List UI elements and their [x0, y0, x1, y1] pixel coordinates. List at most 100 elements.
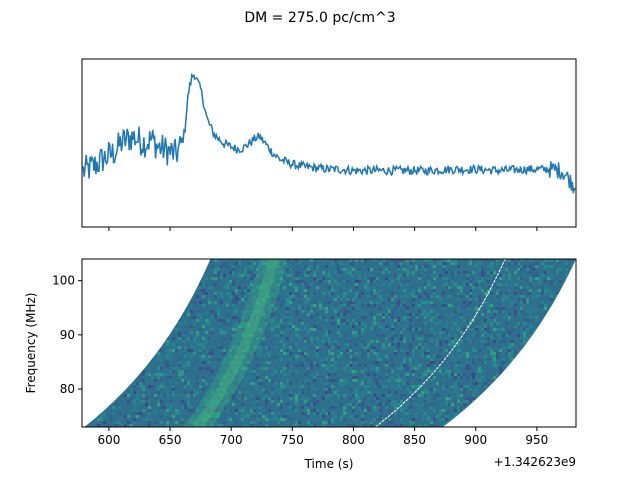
heatmap-cell — [532, 322, 535, 325]
heatmap-cell — [466, 400, 469, 403]
heatmap-cell — [175, 286, 178, 289]
heatmap-cell — [199, 286, 202, 289]
heatmap-cell — [229, 283, 232, 286]
heatmap-cell — [169, 373, 172, 376]
heatmap-cell — [343, 322, 346, 325]
heatmap-cell — [259, 418, 262, 421]
heatmap-cell — [148, 322, 151, 325]
heatmap-cell — [112, 334, 115, 337]
heatmap-cell — [511, 262, 514, 265]
heatmap-cell — [379, 403, 382, 406]
heatmap-cell — [556, 352, 559, 355]
heatmap-cell — [436, 304, 439, 307]
heatmap-cell — [130, 373, 133, 376]
heatmap-cell — [430, 343, 433, 346]
heatmap-cell — [226, 292, 229, 295]
heatmap-cell — [529, 349, 532, 352]
heatmap-cell — [325, 295, 328, 298]
heatmap-cell — [220, 292, 223, 295]
heatmap-cell — [220, 394, 223, 397]
heatmap-cell — [571, 298, 574, 301]
heatmap-cell — [346, 379, 349, 382]
heatmap-cell — [175, 349, 178, 352]
heatmap-cell — [145, 280, 148, 283]
heatmap-cell — [130, 328, 133, 331]
heatmap-cell — [250, 370, 253, 373]
heatmap-cell — [175, 307, 178, 310]
heatmap-cell — [97, 283, 100, 286]
heatmap-cell — [217, 409, 220, 412]
heatmap-cell — [412, 295, 415, 298]
heatmap-cell — [100, 271, 103, 274]
heatmap-cell — [268, 352, 271, 355]
heatmap-cell — [556, 349, 559, 352]
heatmap-cell — [88, 316, 91, 319]
heatmap-cell — [211, 418, 214, 421]
heatmap-cell — [487, 334, 490, 337]
heatmap-cell — [169, 358, 172, 361]
heatmap-cell — [304, 397, 307, 400]
heatmap-cell — [511, 340, 514, 343]
heatmap-cell — [247, 310, 250, 313]
heatmap-cell — [535, 328, 538, 331]
heatmap-cell — [247, 298, 250, 301]
heatmap-cell — [304, 412, 307, 415]
heatmap-cell — [475, 277, 478, 280]
heatmap-cell — [379, 298, 382, 301]
heatmap-cell — [286, 304, 289, 307]
heatmap-cell — [496, 400, 499, 403]
heatmap-cell — [343, 412, 346, 415]
heatmap-cell — [496, 355, 499, 358]
heatmap-cell — [211, 403, 214, 406]
heatmap-cell — [532, 331, 535, 334]
heatmap-cell — [256, 397, 259, 400]
heatmap-cell — [424, 340, 427, 343]
heatmap-cell — [328, 325, 331, 328]
heatmap-cell — [508, 352, 511, 355]
heatmap-cell — [274, 328, 277, 331]
heatmap-cell — [187, 271, 190, 274]
heatmap-cell — [415, 268, 418, 271]
heatmap-cell — [457, 292, 460, 295]
heatmap-cell — [514, 394, 517, 397]
heatmap-cell — [349, 292, 352, 295]
heatmap-cell — [238, 277, 241, 280]
heatmap-cell — [364, 343, 367, 346]
heatmap-cell — [352, 394, 355, 397]
heatmap-cell — [355, 412, 358, 415]
heatmap-cell — [487, 319, 490, 322]
heatmap-cell — [487, 286, 490, 289]
heatmap-cell — [325, 319, 328, 322]
heatmap-cell — [442, 304, 445, 307]
heatmap-cell — [457, 265, 460, 268]
heatmap-cell — [454, 382, 457, 385]
heatmap-cell — [181, 373, 184, 376]
heatmap-cell — [115, 325, 118, 328]
heatmap-cell — [316, 355, 319, 358]
heatmap-cell — [223, 352, 226, 355]
heatmap-cell — [280, 388, 283, 391]
heatmap-cell — [244, 412, 247, 415]
heatmap-cell — [463, 337, 466, 340]
heatmap-cell — [157, 301, 160, 304]
heatmap-cell — [103, 310, 106, 313]
heatmap-cell — [100, 418, 103, 421]
heatmap-cell — [553, 268, 556, 271]
heatmap-cell — [193, 352, 196, 355]
heatmap-cell — [190, 301, 193, 304]
heatmap-cell — [535, 316, 538, 319]
heatmap-cell — [349, 373, 352, 376]
heatmap-cell — [289, 286, 292, 289]
heatmap-cell — [178, 325, 181, 328]
heatmap-cell — [547, 283, 550, 286]
heatmap-cell — [382, 418, 385, 421]
heatmap-cell — [223, 286, 226, 289]
heatmap-cell — [517, 361, 520, 364]
heatmap-cell — [454, 259, 457, 262]
heatmap-cell — [499, 400, 502, 403]
heatmap-cell — [496, 328, 499, 331]
heatmap-cell — [109, 292, 112, 295]
heatmap-cell — [448, 286, 451, 289]
heatmap-cell — [529, 268, 532, 271]
heatmap-cell — [406, 319, 409, 322]
